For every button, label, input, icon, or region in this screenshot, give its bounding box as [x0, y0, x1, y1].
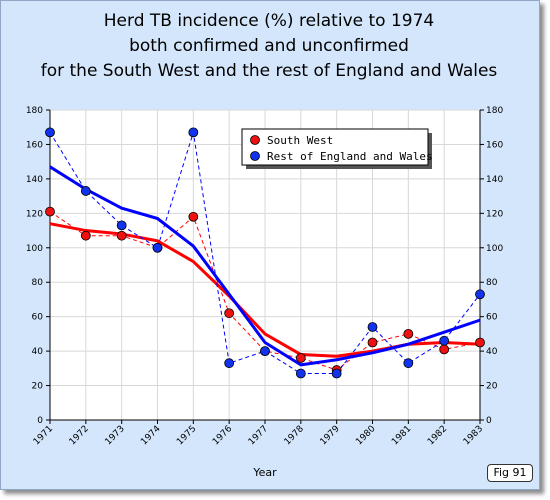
y-tick-label-left: 60 [32, 313, 44, 323]
data-point [295, 368, 306, 379]
data-point [224, 308, 235, 319]
x-tick-label: 1977 [247, 424, 270, 447]
data-point [295, 353, 306, 363]
y-tick-label-left: 140 [26, 175, 43, 185]
data-point [331, 368, 342, 379]
legend-marker [250, 135, 260, 145]
y-tick-label-left: 180 [26, 106, 43, 116]
data-point [403, 328, 414, 339]
x-tick-label: 1971 [32, 424, 55, 447]
data-point [152, 242, 163, 253]
data-point [45, 127, 55, 138]
legend-box [241, 128, 429, 166]
y-tick-label-left: 20 [32, 382, 44, 392]
x-tick-label: 1981 [390, 424, 413, 447]
y-tick-label-right: 80 [486, 278, 498, 288]
data-point [224, 358, 235, 369]
x-tick-label: 1973 [104, 424, 127, 447]
y-tick-label-left: 160 [26, 140, 43, 150]
data-point [188, 127, 199, 138]
x-tick-label: 1983 [462, 424, 485, 447]
x-tick-label: 1979 [319, 424, 342, 447]
legend-label: South West [267, 134, 333, 147]
legend-marker [250, 151, 260, 161]
y-tick-label-right: 140 [486, 175, 503, 185]
y-tick-label-left: 80 [32, 278, 44, 288]
x-axis-label: Year [252, 466, 277, 479]
data-point [367, 322, 378, 332]
data-point [188, 211, 199, 222]
x-tick-label: 1974 [139, 424, 162, 447]
legend-label: Rest of England and Wales [267, 150, 433, 163]
data-point [116, 230, 127, 241]
data-point [116, 220, 127, 231]
y-tick-label-left: 120 [26, 209, 43, 219]
y-tick-label-right: 100 [486, 244, 503, 254]
data-point [80, 230, 91, 241]
y-tick-label-right: 160 [486, 140, 503, 150]
x-tick-label: 1975 [175, 424, 198, 447]
y-tick-label-right: 0 [486, 416, 492, 426]
x-tick-label: 1976 [211, 424, 234, 447]
y-tick-label-left: 40 [32, 347, 44, 357]
data-point [260, 346, 270, 357]
series-trend-line [49, 165, 481, 367]
figure-label: Fig 91 [487, 464, 533, 482]
chart-title-line-2: both confirmed and unconfirmed [129, 36, 409, 56]
y-tick-label-right: 40 [486, 347, 498, 357]
legend: South West Rest of England and Wales [241, 128, 433, 169]
y-tick-label-right: 180 [486, 106, 503, 116]
y-tick-label-left: 100 [26, 244, 43, 254]
data-point [439, 344, 450, 355]
x-tick-label: 1972 [68, 424, 91, 447]
chart-title: Herd TB incidence (%) relative to 1974 b… [0, 9, 538, 84]
y-tick-label-left: 0 [37, 416, 43, 426]
chart-title-line-3: for the South West and the rest of Engla… [40, 61, 498, 81]
y-tick-label-right: 60 [486, 313, 498, 323]
x-tick-label: 1978 [283, 424, 306, 447]
x-tick-label: 1980 [354, 424, 377, 447]
data-point [475, 337, 485, 348]
data-point [475, 289, 485, 300]
chart-title-line-1: Herd TB incidence (%) relative to 1974 [103, 11, 435, 31]
data-point [403, 358, 414, 369]
data-point [80, 186, 91, 196]
data-point [45, 206, 55, 217]
data-point [367, 337, 378, 348]
y-tick-label-right: 20 [486, 382, 498, 392]
x-tick-label: 1982 [426, 424, 449, 447]
y-tick-label-right: 120 [486, 209, 503, 219]
data-point [439, 335, 450, 346]
